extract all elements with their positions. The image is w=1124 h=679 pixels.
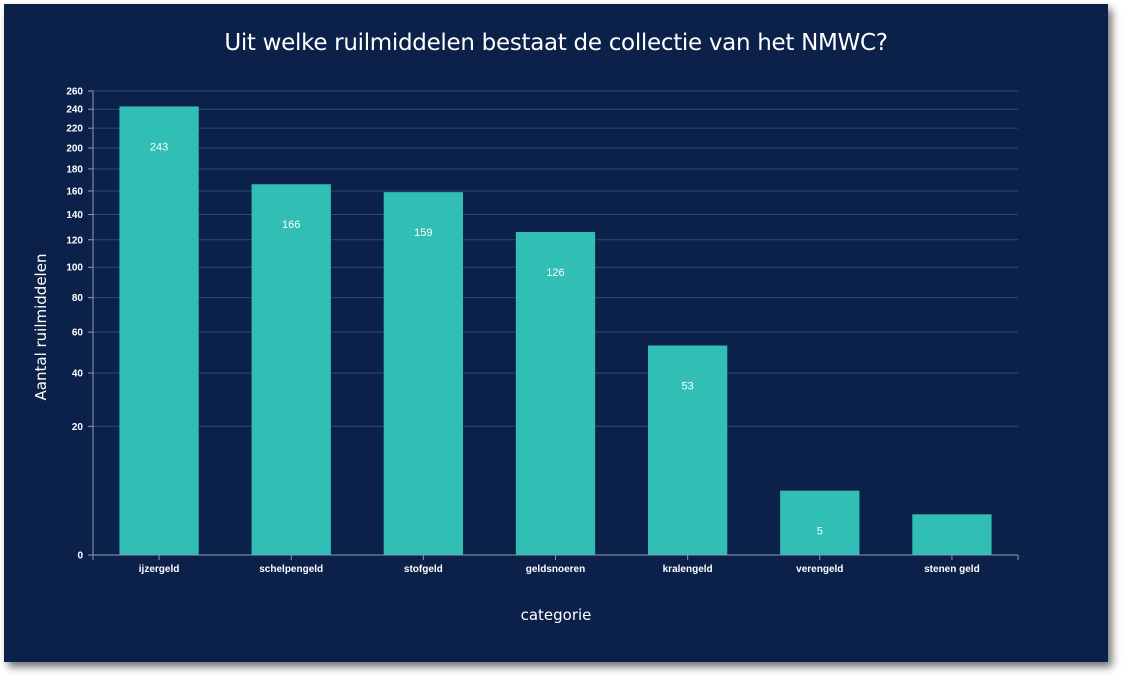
y-tick-label: 140 xyxy=(66,210,83,221)
y-tick-label: 20 xyxy=(72,422,84,433)
bar xyxy=(383,192,463,555)
bar xyxy=(780,490,860,555)
x-axis-title: categorie xyxy=(520,606,592,624)
bar-value-label: 53 xyxy=(682,381,694,393)
bar-value-label: 166 xyxy=(282,219,300,231)
bar xyxy=(119,106,199,555)
x-tick-label: stenen geld xyxy=(924,564,980,575)
y-tick-label: 80 xyxy=(72,293,84,304)
bar xyxy=(648,345,728,555)
bar xyxy=(251,184,331,555)
bar-value-label: 126 xyxy=(546,267,564,279)
y-tick-label: 180 xyxy=(66,164,83,175)
y-tick-label: 260 xyxy=(66,87,83,98)
y-tick-label: 100 xyxy=(66,263,83,274)
bar xyxy=(912,514,992,555)
x-tick-label: kralengeld xyxy=(663,564,713,575)
y-tick-label: 40 xyxy=(72,369,84,380)
x-tick-label: geldsnoeren xyxy=(526,564,585,575)
y-tick-label: 160 xyxy=(66,187,83,198)
x-tick-label: verengeld xyxy=(796,564,843,575)
x-tick-label: stofgeld xyxy=(404,564,443,575)
y-tick-label: 220 xyxy=(66,124,83,135)
x-tick-label: schelpengeld xyxy=(259,564,323,575)
bar xyxy=(515,231,596,555)
y-tick-label: 120 xyxy=(66,235,83,246)
y-tick-label: 240 xyxy=(66,105,83,116)
y-tick-label: 60 xyxy=(72,328,84,339)
x-tick-label: ijzergeld xyxy=(139,564,180,575)
bar-value-label: 243 xyxy=(150,141,168,153)
chart-title: Uit welke ruilmiddelen bestaat de collec… xyxy=(224,30,888,56)
y-tick-label: 200 xyxy=(66,144,83,155)
y-tick-label: 0 xyxy=(77,551,83,562)
bar-value-label: 5 xyxy=(817,526,823,538)
bar-value-label: 159 xyxy=(414,227,432,239)
